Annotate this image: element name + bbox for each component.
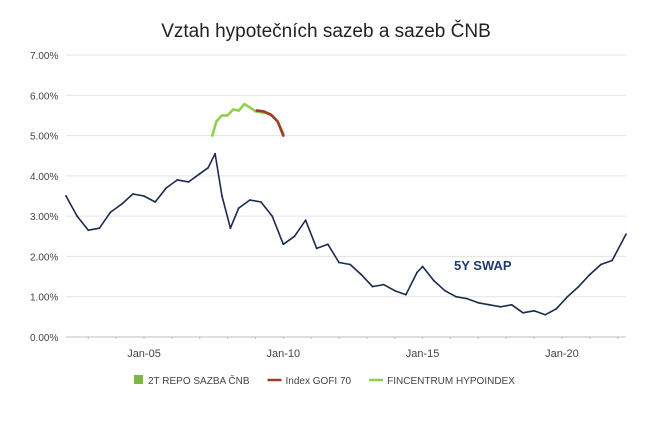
data-point xyxy=(588,273,591,276)
data-point xyxy=(405,293,407,296)
annotation-label: 5Y SWAP xyxy=(454,258,512,273)
data-point xyxy=(600,263,602,266)
data-point xyxy=(221,114,223,117)
data-point xyxy=(304,219,307,222)
data-point xyxy=(282,243,285,246)
data-point xyxy=(555,307,558,310)
data-point xyxy=(249,199,251,201)
data-point xyxy=(544,313,547,316)
data-point xyxy=(232,108,235,111)
data-point xyxy=(477,301,480,304)
data-point xyxy=(315,247,318,250)
data-point xyxy=(262,110,265,113)
data-point xyxy=(276,120,279,123)
data-point xyxy=(176,179,179,181)
data-point xyxy=(371,285,374,288)
data-point xyxy=(187,181,190,183)
data-point xyxy=(566,295,569,298)
y-tick-label: 0.00% xyxy=(30,333,58,344)
y-tick-label: 5.00% xyxy=(30,132,58,143)
gridlines xyxy=(66,54,626,338)
data-point xyxy=(120,203,123,206)
data-point xyxy=(416,271,418,274)
data-point xyxy=(211,134,214,137)
data-point xyxy=(243,103,246,105)
data-point xyxy=(132,193,134,195)
data-point xyxy=(109,211,112,214)
y-tick-label: 2.00% xyxy=(30,252,58,263)
data-point xyxy=(65,195,67,197)
data-point xyxy=(510,303,513,306)
data-point xyxy=(577,285,580,288)
data-point xyxy=(466,297,469,300)
data-point xyxy=(165,187,168,189)
x-axis: Jan-05 Jan-10 Jan-15 Jan-20 xyxy=(87,337,619,360)
data-point xyxy=(455,295,457,298)
data-point xyxy=(249,106,251,109)
data-point xyxy=(360,273,363,276)
chart-title: Vztah hypotečních sazeb a sazeb ČNB xyxy=(161,20,491,42)
data-point xyxy=(382,283,385,286)
y-tick-label: 1.00% xyxy=(30,293,58,304)
data-point xyxy=(282,134,285,137)
data-point xyxy=(237,109,240,112)
legend-swatch xyxy=(134,375,143,384)
data-point xyxy=(237,207,240,210)
data-point xyxy=(488,303,491,306)
data-point xyxy=(76,215,78,218)
legend-label: Index GOFI 70 xyxy=(286,376,352,387)
y-tick-label: 7.00% xyxy=(30,51,58,62)
data-point xyxy=(393,289,396,292)
data-point xyxy=(338,261,340,264)
data-point xyxy=(214,152,217,155)
x-tick-label: Jan-20 xyxy=(545,348,579,360)
y-axis: 0.00% 1.00% 2.00% 3.00% 4.00% 5.00% 6.00% 7.00% xyxy=(30,51,58,344)
data-point xyxy=(271,215,274,218)
data-point xyxy=(444,289,446,292)
data-point xyxy=(229,227,232,230)
y-tick-label: 3.00% xyxy=(30,212,58,223)
data-point xyxy=(522,311,524,314)
data-point xyxy=(98,227,101,230)
data-point xyxy=(143,195,145,197)
x-tick-label: Jan-15 xyxy=(406,348,440,360)
data-point xyxy=(198,172,201,175)
y-tick-label: 6.00% xyxy=(30,91,58,102)
data-point xyxy=(154,201,157,203)
data-point xyxy=(269,113,272,116)
data-point xyxy=(215,120,218,123)
x-tick-label: Jan-05 xyxy=(127,348,161,360)
data-point xyxy=(421,265,424,268)
data-point xyxy=(611,259,613,262)
data-point xyxy=(327,243,329,246)
x-tick-label: Jan-10 xyxy=(266,348,300,360)
data-point xyxy=(255,109,258,112)
data-point xyxy=(533,309,535,312)
y-tick-label: 4.00% xyxy=(30,172,58,183)
annotations: 5Y SWAP xyxy=(454,258,512,273)
data-point xyxy=(207,166,210,169)
data-point xyxy=(226,114,229,117)
plot-series xyxy=(65,102,627,316)
data-point xyxy=(87,229,90,232)
data-point xyxy=(260,201,262,203)
legend: 2T REPO SAZBA ČNB Index GOFI 70 FINCENTRUM… xyxy=(134,374,515,387)
legend-label: FINCENTRUM HYPOINDEX xyxy=(387,376,515,387)
data-point xyxy=(221,195,223,197)
data-point xyxy=(499,305,502,308)
legend-label: 2T REPO SAZBA ČNB xyxy=(148,374,250,387)
data-point xyxy=(432,279,435,282)
data-point xyxy=(349,263,352,266)
data-point xyxy=(293,235,296,238)
data-point xyxy=(625,233,627,236)
